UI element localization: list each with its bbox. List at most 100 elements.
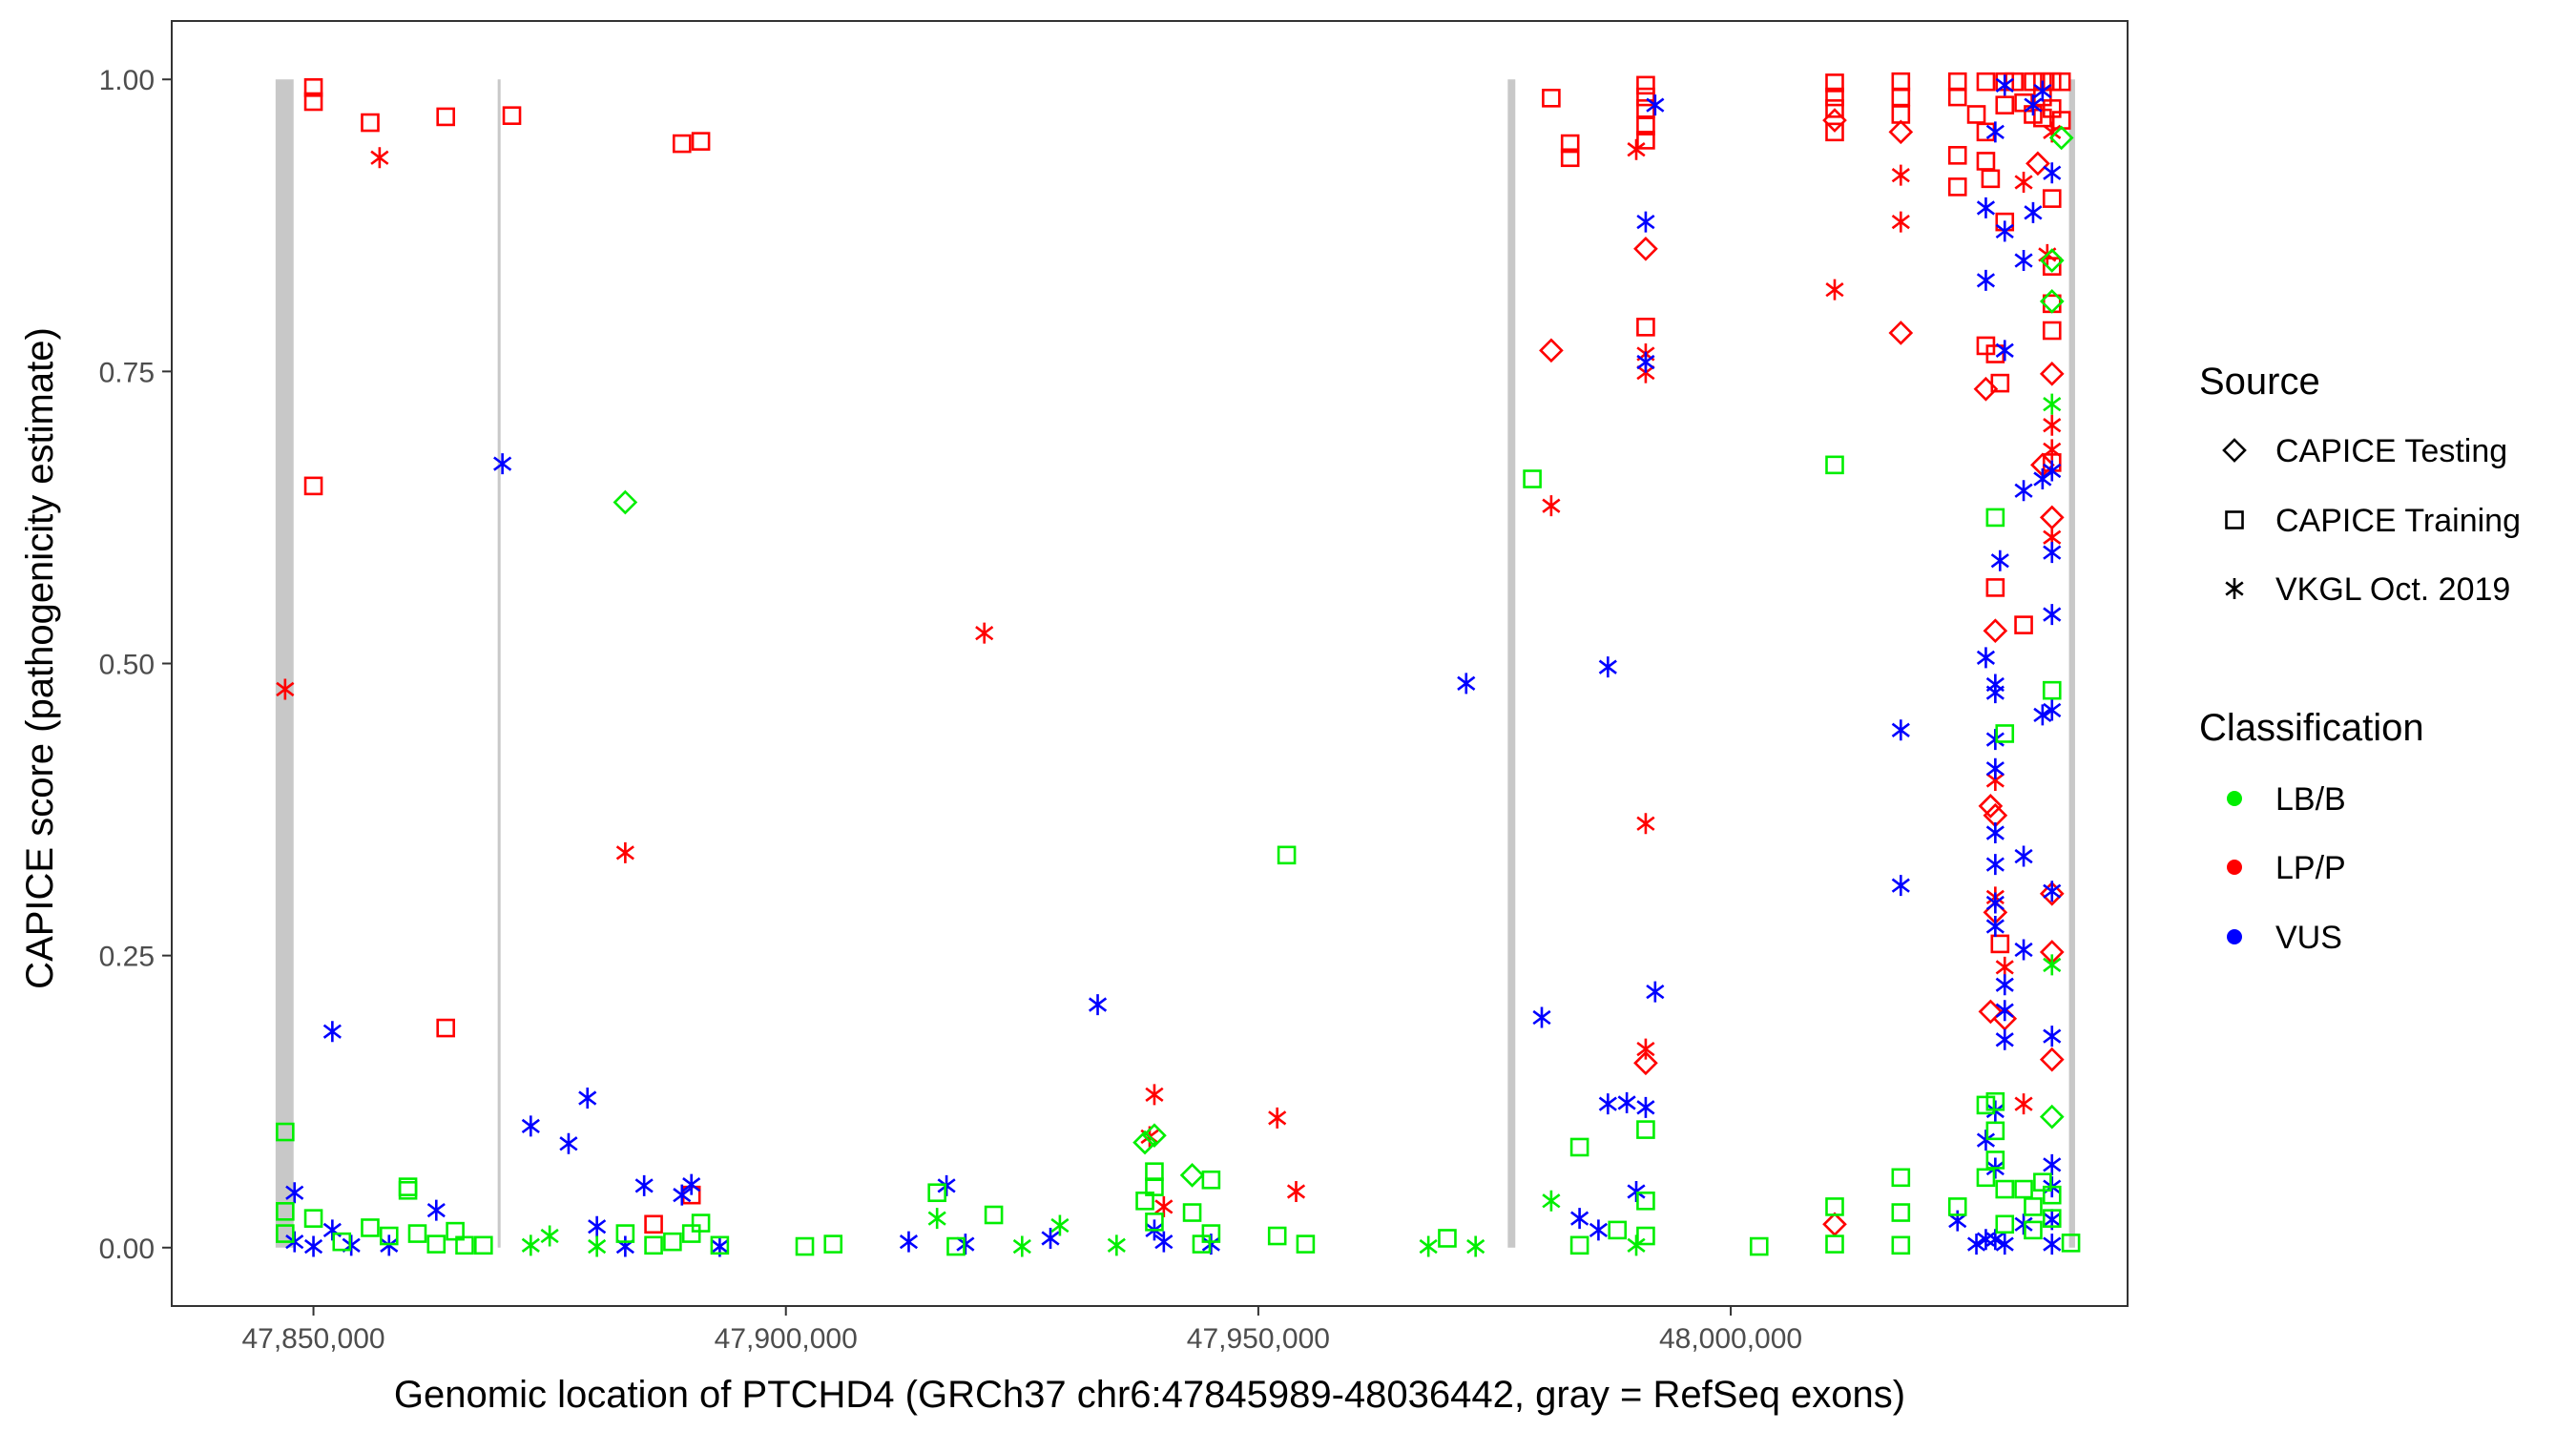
data-point-square	[1985, 344, 2005, 363]
data-point-asterisk	[2043, 460, 2062, 482]
data-point-asterisk	[588, 1215, 607, 1237]
data-point-asterisk	[975, 622, 994, 644]
data-point-diamond	[1633, 1050, 1658, 1076]
data-point-asterisk	[1976, 269, 1996, 291]
data-point-asterisk	[521, 1115, 540, 1137]
data-point-diamond	[2039, 289, 2065, 314]
data-point-diamond	[1633, 236, 1658, 261]
data-point-square	[1995, 95, 2015, 114]
y-tick-label: 1.00	[99, 65, 155, 96]
data-point-asterisk	[578, 1088, 597, 1110]
data-point-asterisk	[1457, 673, 1476, 695]
data-point-square	[1192, 1234, 1212, 1254]
data-point-square	[1636, 99, 1655, 118]
data-point-square	[1636, 1120, 1655, 1139]
legend-key-square	[2225, 510, 2244, 529]
data-point-asterisk	[1598, 1093, 1617, 1115]
data-point-asterisk	[540, 1225, 559, 1247]
data-point-square	[332, 1232, 352, 1252]
data-point-asterisk	[1891, 164, 1910, 186]
data-point-square	[1636, 318, 1655, 337]
data-point-asterisk	[1985, 757, 2005, 779]
data-point-asterisk	[1636, 211, 1655, 233]
data-point-diamond	[2039, 1104, 2065, 1130]
data-point-square	[2005, 72, 2024, 92]
data-point-square	[1145, 1162, 1164, 1181]
data-point-diamond	[1888, 321, 1914, 345]
data-point-square	[1560, 148, 1580, 168]
data-point-asterisk	[370, 147, 389, 169]
data-point-square	[2042, 189, 2062, 208]
legend-source-label: CAPICE Training	[2275, 503, 2521, 539]
data-point-square	[1636, 131, 1655, 150]
data-point-square	[1636, 116, 1655, 136]
data-point-asterisk	[521, 1234, 540, 1256]
data-point-asterisk	[1891, 211, 1910, 233]
data-point-asterisk	[1995, 1000, 2014, 1022]
data-point-square	[276, 1224, 295, 1243]
data-point-asterisk	[1050, 1214, 1070, 1236]
data-point-square	[1569, 1137, 1589, 1157]
data-point-square	[436, 1018, 455, 1038]
data-point-asterisk	[1532, 1006, 1551, 1028]
data-point-square	[2042, 1209, 2062, 1228]
data-point-square	[1976, 1095, 1996, 1115]
data-point-square	[1825, 455, 1844, 475]
data-point-asterisk	[634, 1174, 654, 1196]
data-point-asterisk	[1589, 1219, 1608, 1241]
data-point-asterisk	[1107, 1234, 1126, 1256]
data-point-asterisk	[1976, 1130, 1996, 1151]
data-point-diamond	[1142, 1123, 1167, 1149]
data-point-asterisk	[1646, 94, 1665, 116]
data-point-diamond	[1983, 618, 2008, 644]
legend-class-label: LB/B	[2275, 781, 2346, 818]
data-point-asterisk	[1542, 1190, 1561, 1212]
data-point-asterisk	[285, 1231, 304, 1253]
data-point-square	[615, 1224, 635, 1243]
data-point-square	[672, 134, 692, 154]
data-point-asterisk	[2043, 954, 2062, 976]
data-point-asterisk	[322, 1021, 342, 1043]
data-point-asterisk	[1990, 550, 2009, 571]
data-point-asterisk	[1976, 647, 1996, 669]
data-point-square	[710, 1235, 730, 1255]
data-point-asterisk	[1985, 682, 2005, 704]
data-point-asterisk	[1201, 1234, 1220, 1255]
data-point-square	[303, 1209, 323, 1228]
data-point-square	[946, 1236, 966, 1256]
data-point-square	[644, 1214, 663, 1234]
data-point-square	[644, 1235, 663, 1255]
x-tick-label: 47,850,000	[241, 1323, 384, 1355]
data-point-square	[1267, 1226, 1287, 1246]
data-point-square	[1947, 146, 1967, 165]
y-tick-label: 0.25	[99, 942, 155, 973]
data-point-square	[2042, 1185, 2062, 1205]
exon-band	[497, 79, 501, 1248]
data-point-square	[2042, 321, 2062, 341]
data-point-asterisk	[1145, 1084, 1164, 1106]
data-point-asterisk	[956, 1234, 975, 1255]
data-point-asterisk	[426, 1199, 446, 1221]
data-point-square	[1947, 177, 1967, 197]
data-point-square	[1990, 934, 2010, 954]
exon-band	[1507, 79, 1516, 1248]
data-point-asterisk	[1995, 974, 2014, 996]
data-point-diamond	[2039, 1047, 2065, 1072]
data-point-asterisk	[2033, 80, 2052, 102]
data-point-square	[1976, 1168, 1996, 1188]
data-point-square	[1277, 845, 1297, 865]
data-point-diamond	[2048, 125, 2074, 151]
data-point-diamond	[1539, 338, 1564, 363]
data-point-asterisk	[588, 1235, 607, 1257]
data-point-asterisk	[2043, 1153, 2062, 1175]
data-point-diamond	[1978, 999, 2004, 1025]
data-point-asterisk	[1976, 197, 1996, 218]
data-point-diamond	[1822, 1212, 1847, 1237]
data-point-square	[1636, 1191, 1655, 1211]
y-tick-label: 0.00	[99, 1234, 155, 1265]
data-point-diamond	[2039, 248, 2065, 273]
data-point-asterisk	[1466, 1235, 1485, 1257]
legend-key-asterisk	[2225, 578, 2244, 599]
data-point-square	[474, 1235, 493, 1255]
